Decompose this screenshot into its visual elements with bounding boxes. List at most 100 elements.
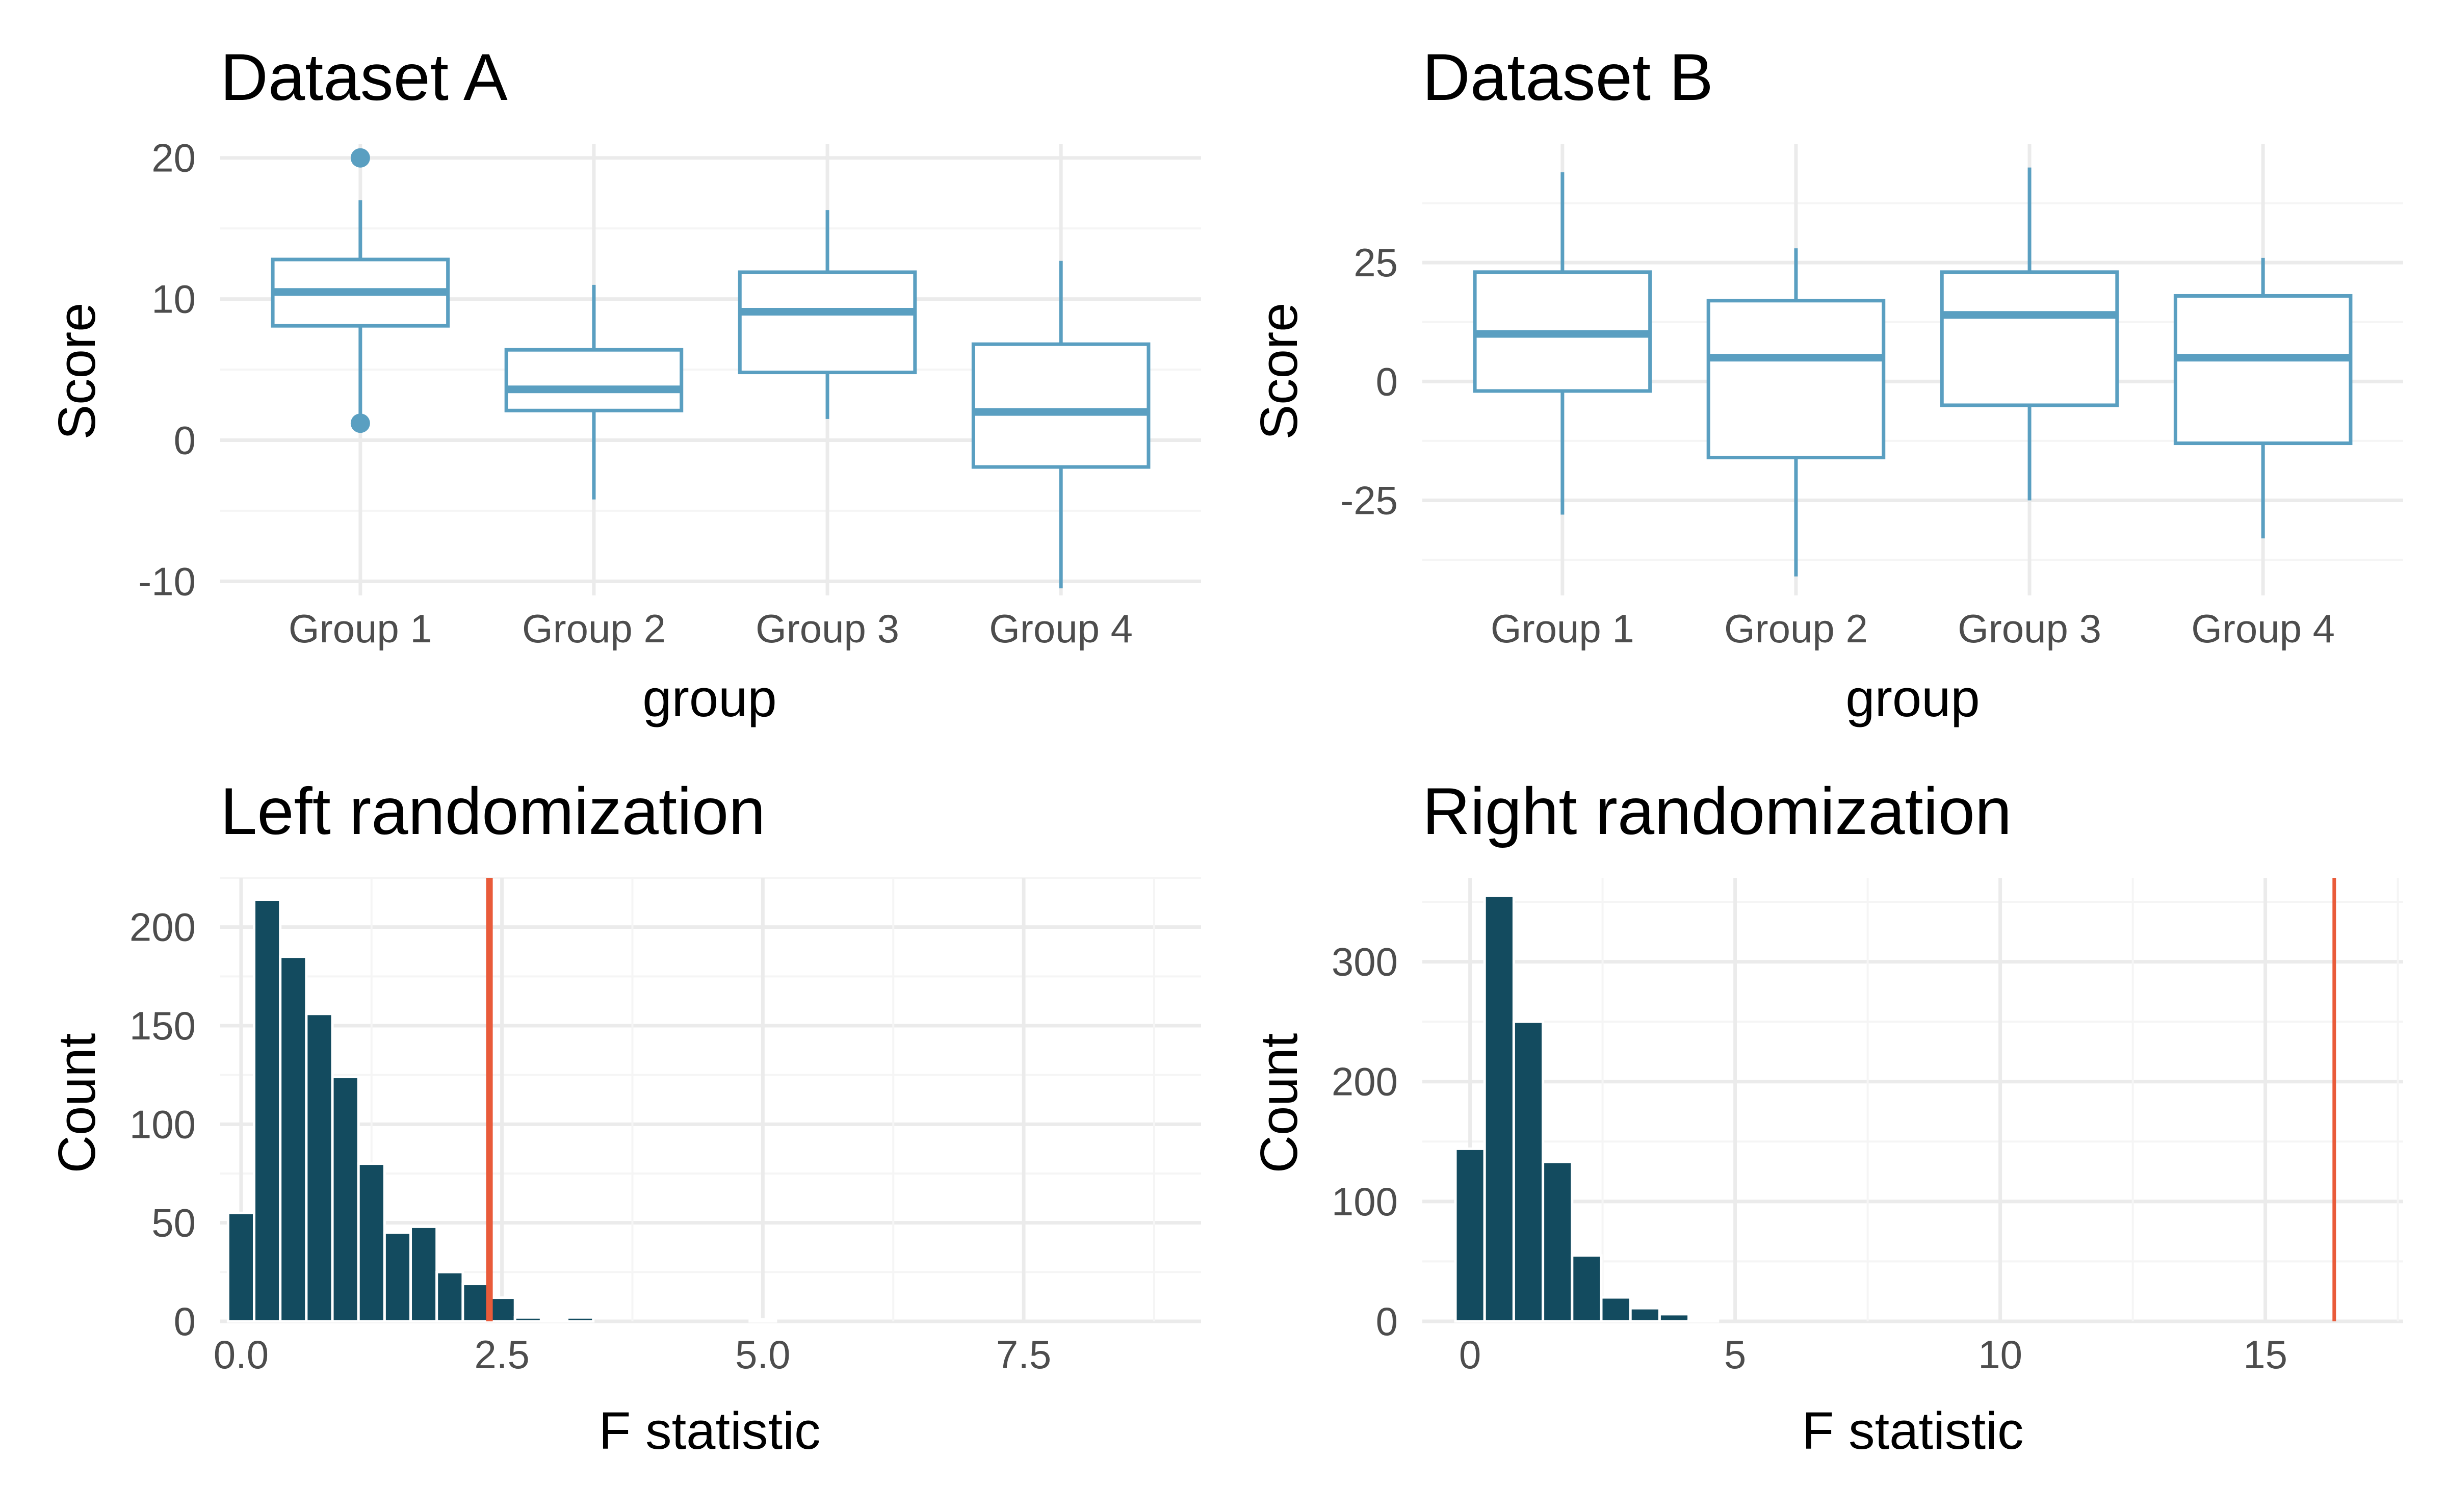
iqr-box bbox=[504, 348, 684, 412]
panel-left-randomization: Left randomization 0 50 100 150 200 0.0 2.5 5.… bbox=[47, 774, 1201, 1460]
box-2 bbox=[504, 284, 684, 500]
x-tick-labels: Group 1 Group 2 Group 3 Group 4 bbox=[1491, 606, 2335, 651]
x-tick-label: 0.0 bbox=[214, 1332, 269, 1377]
y-tick-label: 100 bbox=[129, 1102, 196, 1146]
histogram-bar bbox=[435, 1270, 464, 1323]
histogram-bar bbox=[748, 1318, 777, 1323]
x-axis-title: F statistic bbox=[1802, 1401, 2024, 1460]
x-axis-title: group bbox=[1845, 669, 1980, 727]
x-tick-label: 7.5 bbox=[996, 1332, 1051, 1377]
x-tick-label: Group 4 bbox=[2191, 606, 2335, 651]
histogram-bar bbox=[279, 955, 308, 1323]
y-tick-label: -25 bbox=[1340, 478, 1398, 523]
histogram-bar bbox=[1454, 1147, 1486, 1323]
box-1 bbox=[1473, 172, 1652, 515]
histogram-bar bbox=[305, 1012, 334, 1323]
histogram-bar bbox=[383, 1231, 412, 1323]
y-tick-labels: 0 50 100 150 200 bbox=[129, 905, 196, 1344]
iqr-box bbox=[971, 342, 1151, 469]
box-1 bbox=[271, 148, 450, 433]
x-tick-label: Group 2 bbox=[522, 606, 666, 651]
x-axis-title: F statistic bbox=[599, 1401, 821, 1460]
y-tick-label: -10 bbox=[138, 559, 196, 604]
iqr-box bbox=[1940, 270, 2119, 407]
x-tick-label: Group 3 bbox=[1958, 606, 2101, 651]
histogram-bar bbox=[1600, 1296, 1632, 1323]
panel-title: Right randomization bbox=[1422, 774, 2012, 848]
histogram-bar bbox=[1629, 1307, 1661, 1323]
histogram-bar bbox=[487, 1296, 516, 1323]
outlier-point bbox=[350, 148, 370, 168]
y-axis-title: Score bbox=[47, 302, 106, 439]
y-tick-label: 25 bbox=[1353, 240, 1398, 285]
y-tick-label: 150 bbox=[129, 1003, 196, 1048]
x-tick-labels: 0 5 10 15 bbox=[1459, 1332, 2287, 1377]
panel-dataset-a: Dataset A -10 0 10 20 Group 1 Group 2 Group 3… bbox=[47, 40, 1201, 727]
x-tick-label: 0 bbox=[1459, 1332, 1481, 1377]
x-tick-label: 2.5 bbox=[474, 1332, 529, 1377]
y-tick-label: 200 bbox=[129, 905, 196, 950]
x-tick-label: Group 1 bbox=[289, 606, 432, 651]
y-tick-labels: 0 100 200 300 bbox=[1332, 940, 1398, 1344]
box-3 bbox=[1940, 167, 2119, 501]
y-tick-label: 20 bbox=[151, 136, 196, 180]
y-axis-title: Count bbox=[1249, 1033, 1308, 1174]
y-tick-label: 0 bbox=[1376, 1299, 1398, 1344]
x-tick-label: Group 3 bbox=[756, 606, 899, 651]
iqr-box bbox=[738, 270, 917, 375]
iqr-box bbox=[1706, 299, 1886, 460]
box-4 bbox=[2173, 257, 2353, 539]
histogram-bar bbox=[513, 1316, 542, 1323]
histogram-bar bbox=[226, 1211, 256, 1323]
histogram-bar bbox=[1571, 1254, 1603, 1323]
y-axis-title: Count bbox=[47, 1033, 106, 1174]
x-tick-label: Group 2 bbox=[1724, 606, 1868, 651]
histogram-bar bbox=[566, 1316, 595, 1323]
histogram-bar bbox=[1483, 894, 1515, 1323]
histogram-bar bbox=[1658, 1313, 1690, 1323]
marks bbox=[1473, 167, 2353, 577]
histogram-bar bbox=[1542, 1160, 1574, 1323]
y-axis-title: Score bbox=[1249, 302, 1308, 439]
histogram-bar bbox=[1687, 1319, 1720, 1323]
y-tick-label: 50 bbox=[151, 1201, 196, 1245]
histogram-bar bbox=[253, 898, 282, 1323]
x-tick-label: Group 1 bbox=[1491, 606, 1634, 651]
box-3 bbox=[738, 210, 917, 419]
x-tick-labels: Group 1 Group 2 Group 3 Group 4 bbox=[289, 606, 1133, 651]
panel-title: Dataset A bbox=[220, 40, 508, 114]
y-tick-label: 0 bbox=[1376, 359, 1398, 404]
marks bbox=[271, 148, 1151, 589]
y-tick-labels: -25 0 25 bbox=[1340, 240, 1398, 523]
x-tick-label: Group 4 bbox=[989, 606, 1133, 651]
histogram-bar bbox=[409, 1225, 438, 1323]
histogram-bar bbox=[331, 1076, 360, 1323]
box-4 bbox=[971, 260, 1151, 589]
panel-title: Left randomization bbox=[220, 774, 766, 848]
box-2 bbox=[1706, 248, 1886, 577]
x-axis-title: group bbox=[642, 669, 776, 727]
y-tick-label: 0 bbox=[174, 418, 196, 462]
histogram-bar bbox=[539, 1318, 569, 1323]
x-tick-labels: 0.0 2.5 5.0 7.5 bbox=[214, 1332, 1052, 1377]
marks bbox=[226, 878, 777, 1323]
histogram-bar bbox=[357, 1162, 386, 1323]
x-tick-label: 10 bbox=[1978, 1332, 2022, 1377]
outlier-point bbox=[350, 413, 370, 433]
y-tick-label: 300 bbox=[1332, 940, 1398, 984]
grid bbox=[1422, 878, 2403, 1323]
y-tick-label: 100 bbox=[1332, 1179, 1398, 1224]
y-tick-label: 10 bbox=[151, 277, 196, 322]
x-tick-label: 5.0 bbox=[735, 1332, 790, 1377]
marks bbox=[1454, 878, 2336, 1323]
y-tick-label: 0 bbox=[174, 1299, 196, 1344]
iqr-box bbox=[2173, 294, 2353, 446]
y-tick-label: 200 bbox=[1332, 1059, 1398, 1104]
panel-right-randomization: Right randomization 0 100 200 300 0 5 10 15 F … bbox=[1249, 774, 2403, 1460]
y-tick-labels: -10 0 10 20 bbox=[138, 136, 196, 604]
histogram-bar bbox=[461, 1283, 490, 1323]
panel-title: Dataset B bbox=[1422, 40, 1713, 114]
x-tick-label: 15 bbox=[2243, 1332, 2287, 1377]
